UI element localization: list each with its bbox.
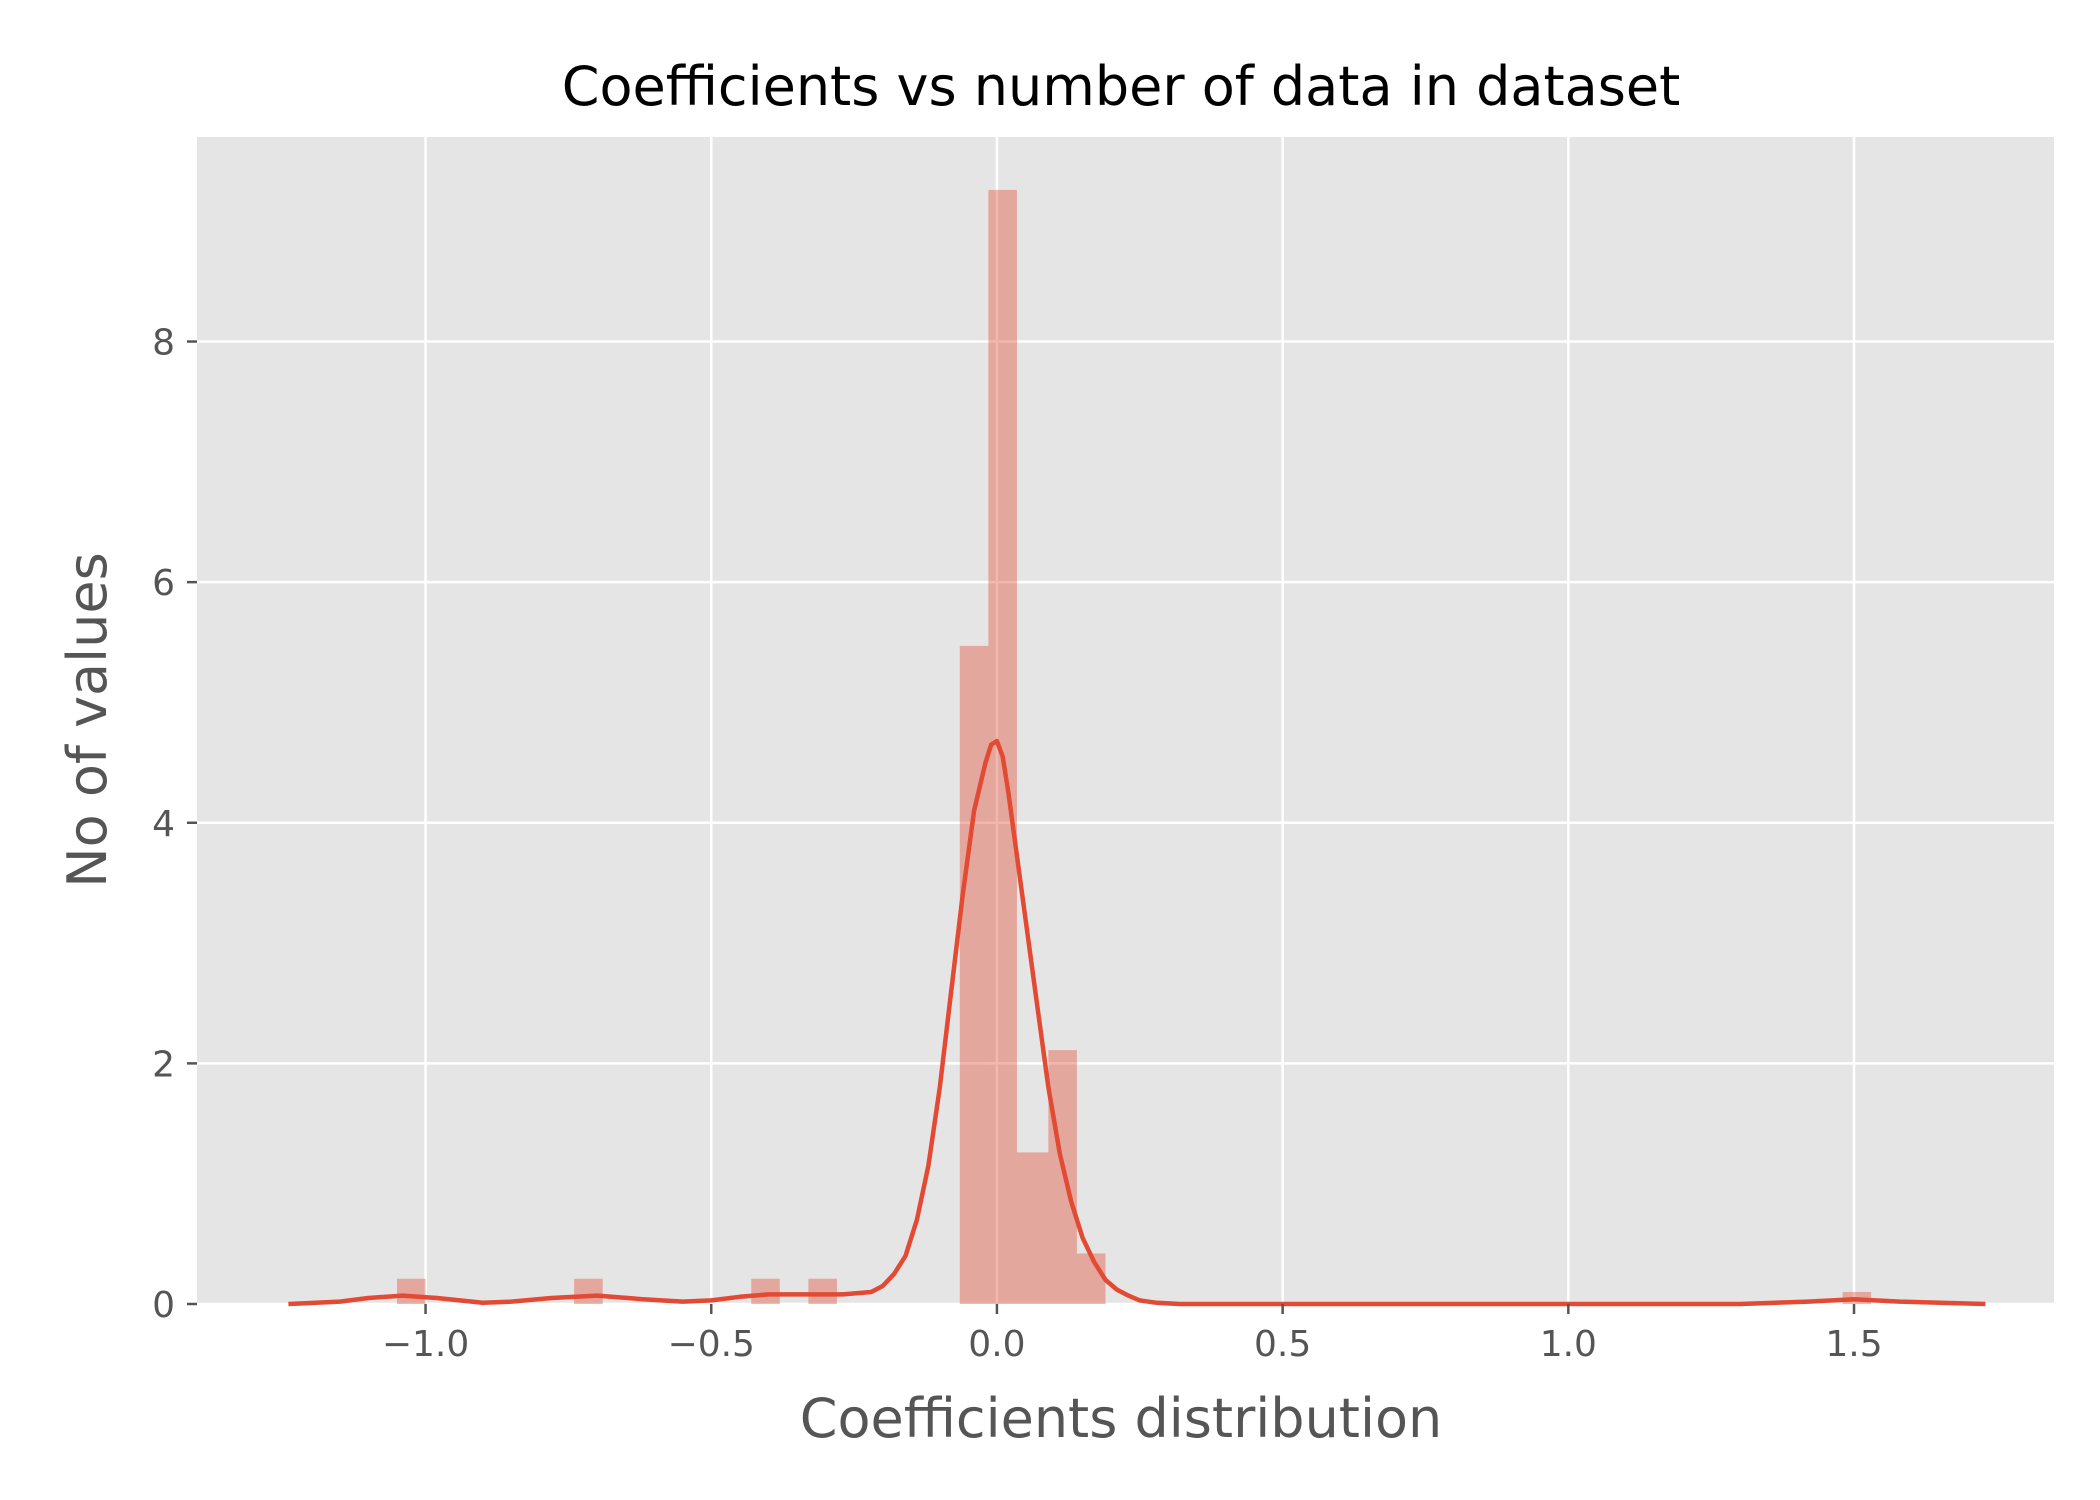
- x-tick-label: 0.0: [968, 1324, 1025, 1365]
- histogram-bar: [396, 1278, 426, 1304]
- histogram-bar: [959, 645, 989, 1304]
- x-tick-label: −1.0: [382, 1324, 469, 1365]
- histogram-bar: [1016, 1152, 1049, 1304]
- y-tick-label: 6: [152, 563, 175, 604]
- plot-area: [197, 137, 2054, 1304]
- x-axis-ticks: −1.0 −0.5 0.0 0.5 1.0 1.5: [382, 1304, 1883, 1365]
- y-axis-label: No of values: [56, 552, 119, 887]
- x-tick-label: −0.5: [668, 1324, 755, 1365]
- histogram-bars: [396, 189, 1872, 1305]
- histogram-bar: [1076, 1253, 1106, 1304]
- x-tick-label: 1.0: [1540, 1324, 1597, 1365]
- chart-title: Coefficients vs number of data in datase…: [562, 55, 1681, 118]
- x-tick-label: 0.5: [1254, 1324, 1311, 1365]
- histogram-bar: [1048, 1050, 1077, 1304]
- histogram-bar: [988, 189, 1017, 1305]
- histogram-bar: [574, 1278, 603, 1304]
- y-axis-ticks: 0 2 4 6 8: [152, 323, 197, 1326]
- x-axis-label: Coefficients distribution: [800, 1387, 1443, 1450]
- histogram-bar: [751, 1278, 780, 1304]
- y-tick-label: 0: [152, 1285, 175, 1326]
- histogram-bar: [808, 1278, 837, 1304]
- x-tick-label: 1.5: [1825, 1324, 1882, 1365]
- kde-curve: [288, 738, 1986, 1307]
- y-tick-label: 8: [152, 323, 175, 364]
- y-tick-label: 2: [152, 1044, 175, 1085]
- y-tick-label: 4: [152, 804, 175, 845]
